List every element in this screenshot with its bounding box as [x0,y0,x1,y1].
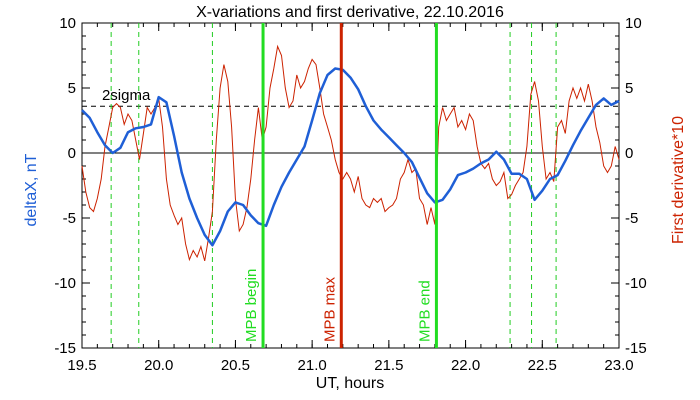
x-tick-label: 23.0 [604,357,633,374]
x-tick-label: 21.0 [298,357,327,374]
x-tick-label: 22.0 [451,357,480,374]
y-right-tick-label: 5 [625,80,633,97]
y-axis-title-right: First derivative*10 [670,116,687,244]
x-tick-label: 22.5 [528,357,557,374]
y-left-tick-label: -5 [63,210,76,227]
y-right-tick-label: 10 [625,15,642,32]
series-deltaX-line [81,67,620,247]
plot-frame [81,22,620,349]
series-derivative-line [81,44,620,262]
y-left-tick-label: -10 [54,275,76,292]
x-tick-label: 21.5 [374,357,403,374]
y-right-tick-label: -10 [625,275,647,292]
sigma-label: 2sigma [102,87,151,104]
marker-label-mpb-begin: MPB begin [243,269,260,342]
x-tick-label: 20.0 [144,357,173,374]
y-axis-title-left: deltaX, nT [23,153,40,226]
marker-label-mpb-end: MPB end [416,280,433,342]
x-tick-label: 20.5 [221,357,250,374]
y-left-tick-label: -15 [54,340,76,357]
chart-title: X-variations and first derivative, 22.10… [196,4,504,21]
y-right-tick-label: -15 [625,340,647,357]
x-axis-title: UT, hours [316,375,384,392]
y-right-tick-label: -5 [625,210,638,227]
y-left-tick-label: 10 [59,15,76,32]
y-left-tick-label: 0 [68,145,76,162]
y-right-tick-label: 0 [625,145,633,162]
marker-label-mpb-max: MPB max [321,276,338,342]
x-tick-label: 19.5 [67,357,96,374]
y-left-tick-label: 5 [68,80,76,97]
